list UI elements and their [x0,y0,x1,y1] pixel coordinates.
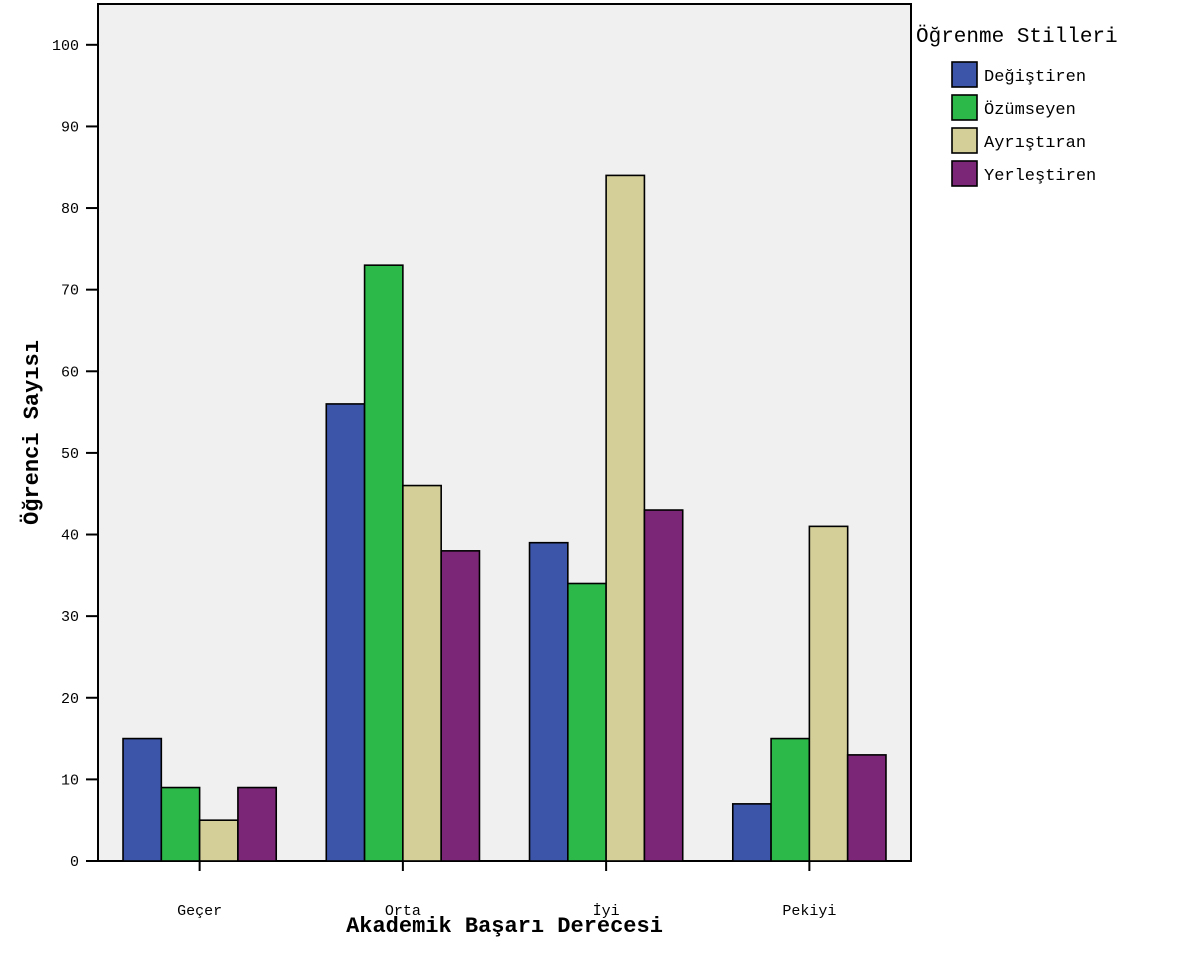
bar-4-2 [770,737,811,862]
bar-1-2 [160,786,201,862]
legend-swatch-3 [951,160,978,187]
legend-title: Öğrenme Stilleri [916,25,1118,49]
bar-4-3 [808,525,849,862]
y-tick-label-8: 80 [61,201,79,218]
bar-1-3 [198,819,239,862]
legend-swatch-2 [951,127,978,154]
bar-2-3 [402,484,442,862]
bar-4-1 [731,803,772,862]
legend-label-3: Yerleştiren [984,167,1096,186]
bar-3-1 [528,541,569,862]
bar-3-4 [643,509,684,862]
bar-1-4 [237,786,278,862]
bar-3-3 [605,174,646,862]
bar-4-4 [846,754,887,862]
bars-group [122,174,887,862]
plot-area [97,3,912,862]
bar-3-2 [567,582,607,862]
bar-1-1 [122,737,163,862]
bar-2-4 [440,550,481,862]
y-tick-label-1: 10 [61,772,79,789]
y-axis-title: Öğrenci Sayısı [19,340,45,525]
y-tick-label-0: 0 [70,854,79,871]
x-tick-label-1: Orta [385,903,421,920]
y-tick-label-7: 70 [61,283,79,300]
legend-label-1: Özümseyen [984,100,1076,120]
x-tick-label-3: Pekiyi [782,903,836,920]
x-tick-label-0: Geçer [177,903,222,920]
legend-label-2: Ayrıştıran [984,134,1086,153]
y-tick-label-5: 50 [61,446,79,463]
y-tick-label-4: 40 [61,528,79,545]
x-tick-label-2: İyi [593,902,620,920]
bar-2-1 [325,403,366,862]
bar-2-2 [363,264,404,862]
y-tick-label-10: 100 [52,38,79,55]
x-axis-title: Akademik Başarı Derecesi [346,914,663,939]
y-tick-label-2: 20 [61,691,79,708]
legend-label-0: Değiştiren [984,68,1086,87]
y-axis: 0 10 20 30 40 50 60 70 80 90 100 [52,38,98,871]
x-axis: Geçer Orta İyi Pekiyi [177,861,836,920]
legend: Öğrenme Stilleri Değiştiren Özümseyen Ayrı… [916,25,1118,187]
legend-swatch-1 [951,94,978,121]
y-tick-label-9: 90 [61,119,79,136]
y-tick-label-3: 30 [61,609,79,626]
y-tick-label-6: 60 [61,364,79,381]
legend-swatch-0 [951,61,978,88]
